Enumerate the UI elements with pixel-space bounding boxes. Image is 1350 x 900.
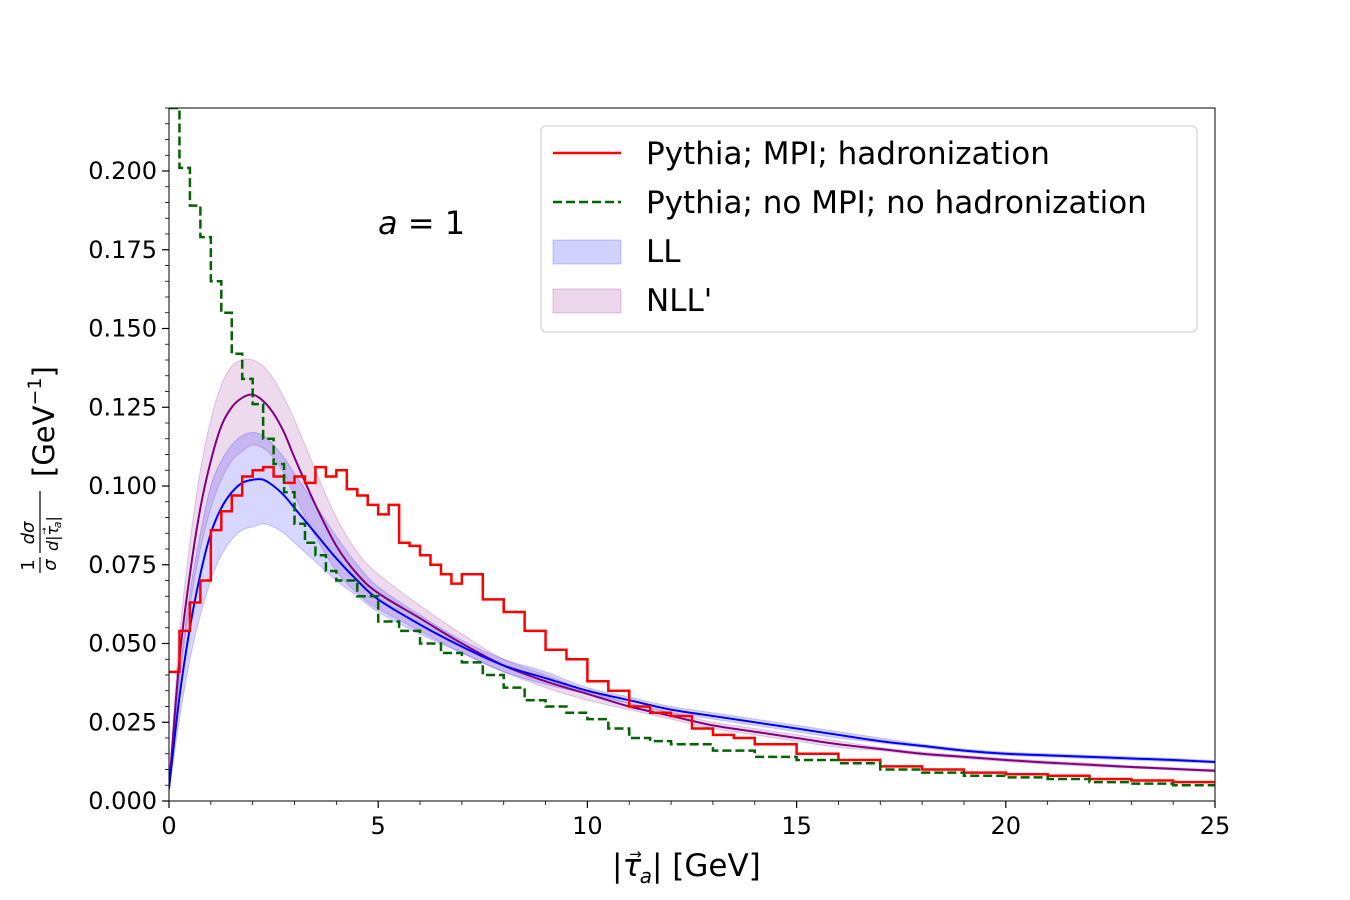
x-tick-label: 15 xyxy=(781,812,812,840)
curve-nll xyxy=(169,393,1215,789)
step-line-no-mpi xyxy=(169,108,1215,787)
legend: Pythia; MPI; hadronization Pythia; no MP… xyxy=(540,125,1198,333)
x-tick-label: 5 xyxy=(371,812,386,840)
svg-text:1: 1 xyxy=(18,559,39,570)
x-tick-label: 0 xyxy=(161,812,176,840)
svg-text:d|τ→a|: d|τ→a| xyxy=(40,516,64,551)
svg-text:dσ: dσ xyxy=(18,521,39,544)
legend-label-ll: LL xyxy=(646,234,681,270)
y-tick-label: 0.200 xyxy=(88,157,157,185)
y-tick-label: 0.050 xyxy=(88,630,157,658)
legend-entry-nll: NLL' xyxy=(552,283,712,319)
legend-swatch-ll xyxy=(552,239,622,265)
x-tick-label: 20 xyxy=(991,812,1022,840)
legend-label-mpi: Pythia; MPI; hadronization xyxy=(646,136,1050,172)
y-tick-label: 0.100 xyxy=(88,472,157,500)
y-tick-label: 0.000 xyxy=(88,787,157,815)
legend-swatch-nll xyxy=(552,288,622,314)
svg-text:[GeV−1]: [GeV−1] xyxy=(24,366,61,477)
step-line-mpi xyxy=(169,465,1215,784)
annotation-a: a = 1 xyxy=(378,204,465,242)
curve-ll xyxy=(169,478,1215,789)
legend-entry-ll: LL xyxy=(552,234,681,270)
y-tick-label: 0.150 xyxy=(88,315,157,343)
legend-entry-no-mpi: Pythia; no MPI; no hadronization xyxy=(553,185,1147,221)
legend-entry-mpi: Pythia; MPI; hadronization xyxy=(553,136,1050,172)
x-tick-label: 25 xyxy=(1200,812,1231,840)
data-lines xyxy=(169,108,1215,789)
x-axis-label: |τ→ a| [GeV] xyxy=(612,845,761,888)
legend-label-nll: NLL' xyxy=(646,283,712,319)
y-tick-label: 0.075 xyxy=(88,551,157,579)
x-tick-label: 10 xyxy=(572,812,603,840)
svg-text:σ: σ xyxy=(40,559,61,571)
y-tick-label: 0.025 xyxy=(88,708,157,736)
y-axis-label: 1 σ dσ d|τ→a| [GeV−1] xyxy=(18,366,64,573)
y-tick-label: 0.125 xyxy=(88,393,157,421)
y-tick-label: 0.175 xyxy=(88,236,157,264)
axes: 0 5 10 15 20 25 0.000 0.025 0.050 0.075 0.100 0.125… xyxy=(88,107,1231,840)
legend-box xyxy=(540,125,1198,333)
legend-label-no-mpi: Pythia; no MPI; no hadronization xyxy=(646,185,1147,221)
